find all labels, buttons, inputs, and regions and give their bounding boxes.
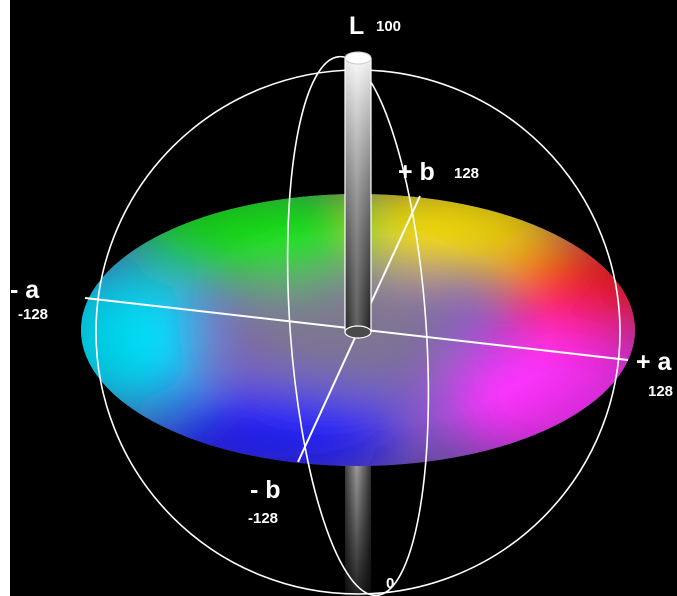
- plus-a-label: + a: [636, 348, 672, 376]
- l-axis-label: L: [349, 12, 365, 40]
- plus-b-label: + b: [398, 158, 435, 186]
- minus-a-label: - a: [10, 276, 40, 304]
- meridian-ellipse: [286, 55, 430, 596]
- minus-b-value: -128: [248, 510, 279, 527]
- l-axis-upper: [344, 51, 372, 339]
- plus-b-value: 128: [454, 165, 480, 182]
- minus-a-value: -128: [18, 306, 49, 323]
- plus-a-value: 128: [648, 383, 674, 400]
- minus-b-label: - b: [250, 476, 281, 504]
- l-min-value: 0: [386, 575, 395, 592]
- lab-sphere-diagram: [81, 51, 635, 596]
- l-max-value: 100: [376, 18, 402, 35]
- diagram-canvas: L 100 0 + b 128 - a -128 + a 128 - b -12…: [10, 0, 677, 596]
